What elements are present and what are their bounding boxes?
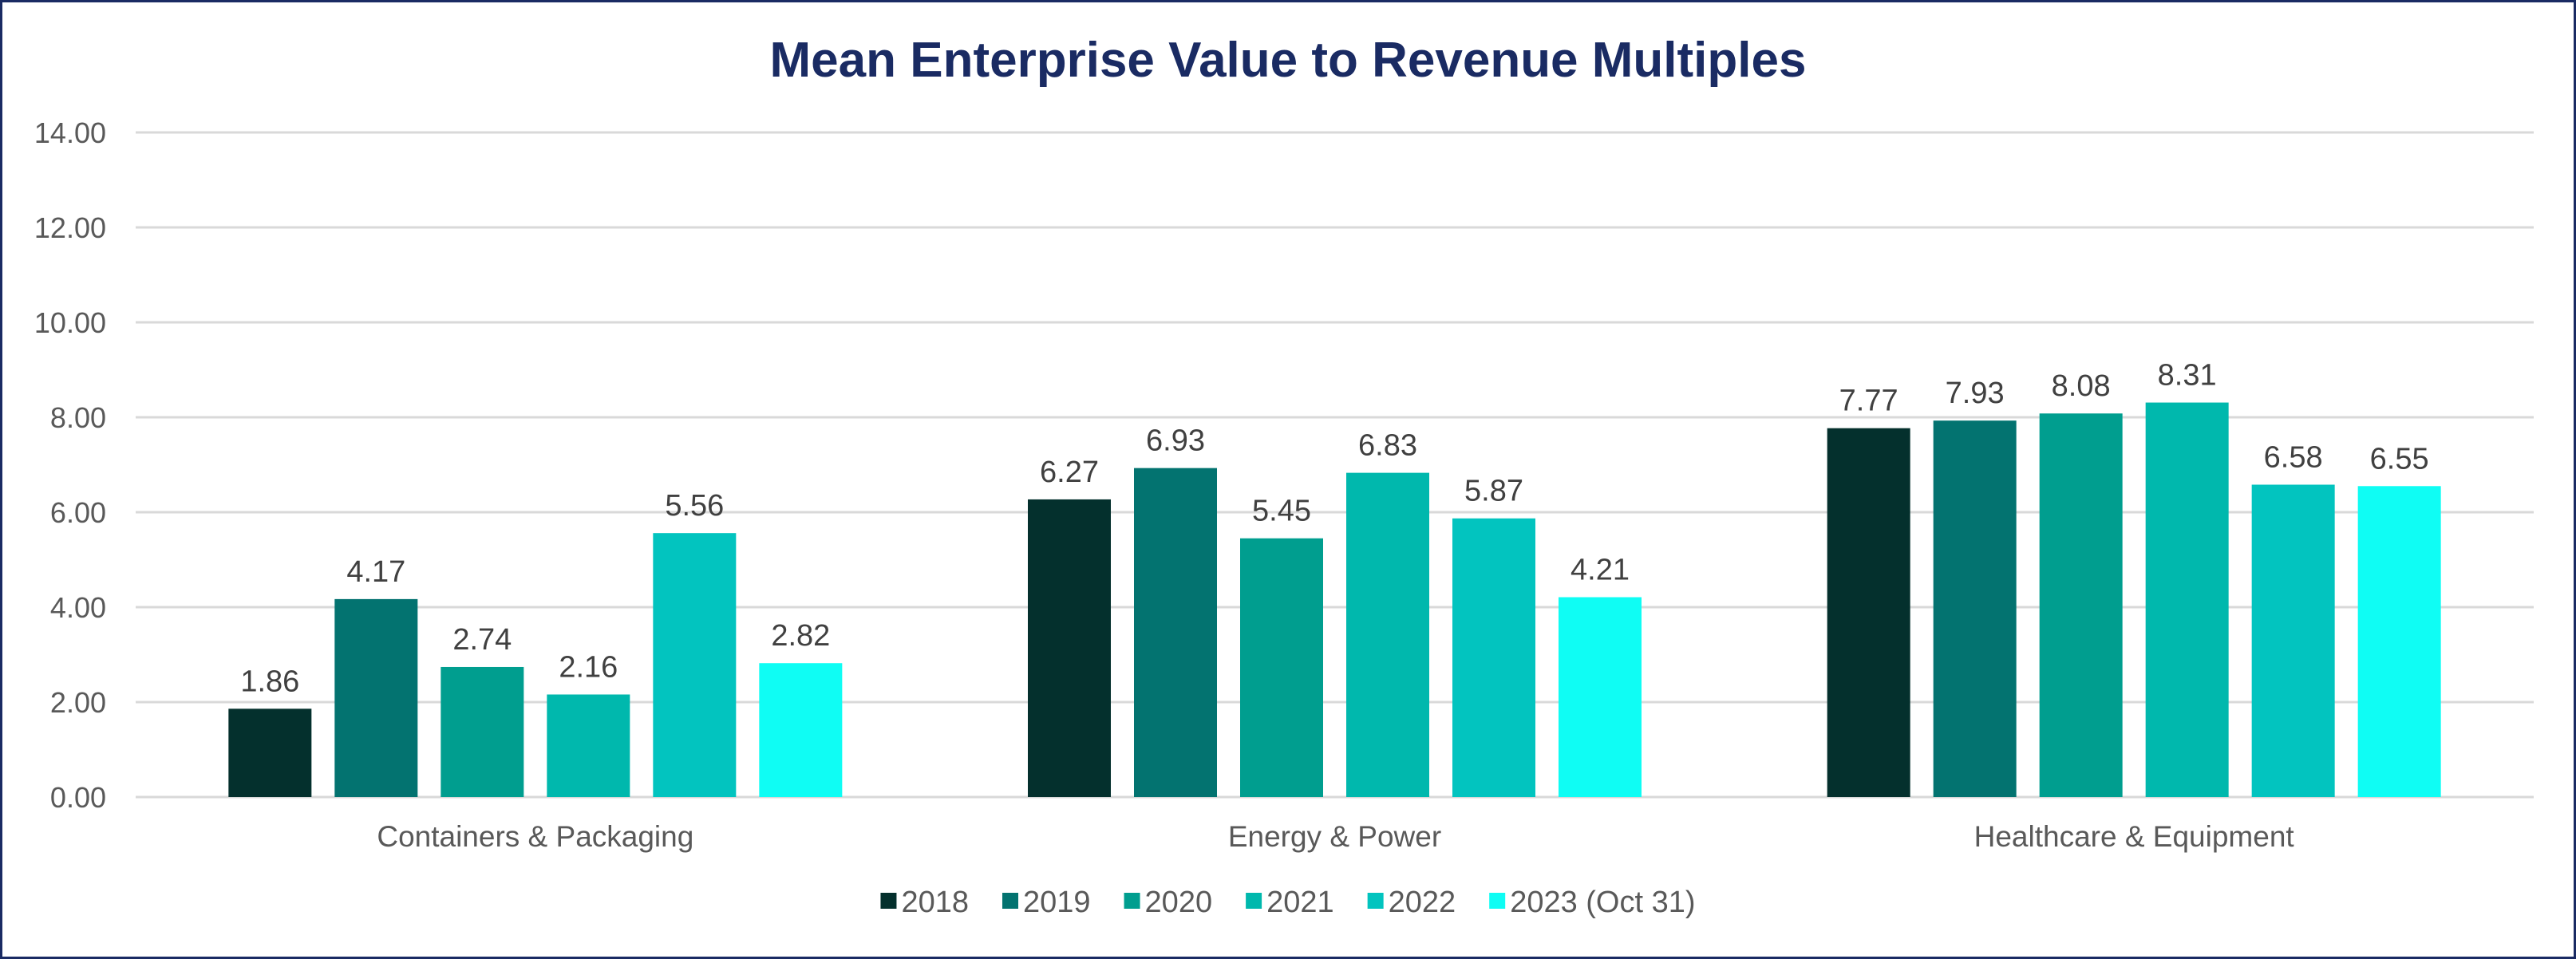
legend: 2018 2019 2020 2021 2022 2023 (Oct 31)	[880, 886, 1696, 919]
bar-2020-0	[441, 666, 524, 797]
bars	[228, 402, 2441, 797]
legend-swatch	[1367, 893, 1384, 909]
bar-2022-1	[1452, 518, 1535, 797]
bar-2021-1	[1346, 472, 1429, 797]
data-label: 4.21	[1570, 554, 1630, 587]
legend-label: 2022	[1389, 886, 1456, 919]
bar-2023-oct-31-0	[759, 663, 843, 797]
y-tick-label: 0.00	[50, 781, 106, 814]
data-label: 5.87	[1464, 475, 1523, 508]
data-label: 4.17	[346, 555, 405, 589]
bar-2018-1	[1028, 499, 1111, 797]
data-label: 6.83	[1358, 429, 1417, 463]
y-tick-label: 12.00	[34, 211, 106, 244]
category-label: Containers & Packaging	[377, 820, 693, 853]
data-label: 6.27	[1040, 456, 1099, 489]
data-label: 6.55	[2370, 442, 2429, 476]
y-tick-label: 8.00	[50, 401, 106, 434]
bar-2022-2	[2251, 484, 2335, 797]
y-tick-label: 2.00	[50, 686, 106, 719]
legend-swatch	[1002, 893, 1019, 909]
category-label: Healthcare & Equipment	[1974, 820, 2295, 853]
legend-swatch	[1246, 893, 1262, 909]
legend-swatch	[1489, 893, 1506, 909]
bar-2020-1	[1240, 538, 1323, 797]
data-label: 6.58	[2264, 440, 2323, 474]
legend-label: 2018	[901, 886, 969, 919]
chart-title: Mean Enterprise Value to Revenue Multipl…	[770, 33, 1807, 88]
data-label: 5.45	[1252, 495, 1311, 528]
gridlines	[136, 131, 2534, 799]
legend-label: 2023 (Oct 31)	[1510, 886, 1695, 919]
x-axis-category-labels: Containers & Packaging Energy & Power Heal…	[377, 820, 2294, 853]
legend-item[interactable]: 2020	[1124, 886, 1213, 919]
y-tick-label: 10.00	[34, 306, 106, 339]
bar-2022-0	[653, 533, 737, 797]
bar-2019-1	[1134, 468, 1217, 797]
legend-label: 2019	[1023, 886, 1091, 919]
bar-2021-0	[547, 694, 630, 797]
legend-item[interactable]: 2021	[1246, 886, 1334, 919]
legend-item[interactable]: 2022	[1367, 886, 1456, 919]
bar-2020-2	[2039, 413, 2123, 797]
y-tick-label: 14.00	[34, 116, 106, 149]
data-label: 7.77	[1839, 385, 1898, 418]
data-label: 2.82	[771, 619, 830, 653]
bar-2023-oct-31-2	[2357, 486, 2441, 797]
legend-item[interactable]: 2019	[1002, 886, 1091, 919]
legend-swatch	[1124, 893, 1140, 909]
bar-2019-2	[1933, 420, 2017, 797]
y-tick-label: 6.00	[50, 496, 106, 529]
legend-swatch	[880, 893, 897, 909]
legend-item[interactable]: 2023 (Oct 31)	[1489, 886, 1696, 919]
data-label: 1.86	[240, 665, 299, 698]
bar-2018-0	[228, 708, 312, 797]
legend-label: 2021	[1266, 886, 1334, 919]
data-label: 8.31	[2158, 359, 2217, 393]
bar-2018-2	[1827, 428, 1910, 797]
data-label: 2.16	[559, 650, 618, 684]
data-label: 8.08	[2052, 369, 2111, 403]
bar-2019-0	[334, 598, 418, 797]
data-label: 5.56	[665, 489, 724, 523]
category-label: Energy & Power	[1228, 820, 1441, 853]
data-label: 7.93	[1946, 377, 2005, 410]
data-label: 6.93	[1146, 424, 1205, 458]
bar-2023-oct-31-1	[1559, 597, 1642, 797]
data-label: 2.74	[452, 623, 512, 657]
y-tick-label: 4.00	[50, 591, 106, 624]
bar-2021-2	[2145, 402, 2229, 797]
data-labels: 1.86 4.17 2.74 2.16 5.56 2.82 6.27 6.93 5.45 6.83…	[240, 359, 2428, 699]
legend-item[interactable]: 2018	[880, 886, 969, 919]
y-axis-tick-labels: 0.00 2.00 4.00 6.00 8.00 10.00 12.00 14.00	[34, 116, 106, 814]
legend-label: 2020	[1145, 886, 1213, 919]
